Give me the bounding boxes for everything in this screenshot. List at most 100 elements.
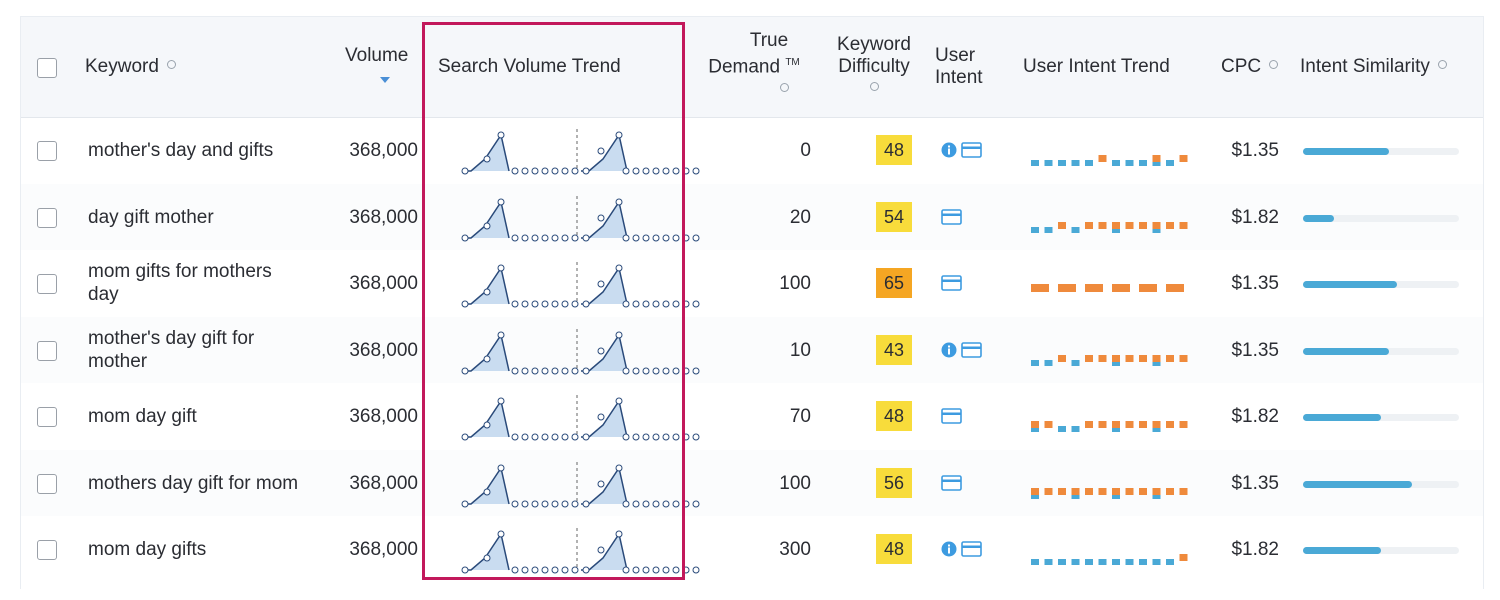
sparkline-point: [497, 397, 505, 405]
sparkline-point: [531, 367, 539, 374]
intent-trend-bar: [1031, 494, 1039, 499]
user-intent-trend-chart: [1031, 487, 1188, 499]
row-checkbox[interactable]: [37, 274, 57, 294]
user-intent-trend-chart: [1031, 221, 1188, 233]
header-user-intent: User Intent: [935, 45, 983, 88]
header-cpc[interactable]: CPC: [1221, 56, 1279, 78]
table-row[interactable]: day gift mother 368,000 20 54 $1.82: [21, 183, 1483, 250]
header-user-intent-trend: User Intent Trend: [1023, 56, 1170, 77]
sparkline-point: [692, 433, 700, 441]
intent-trend-bar: [1112, 559, 1120, 565]
intent-trend-bar: [1125, 354, 1134, 362]
sparkline-point: [571, 500, 579, 507]
sparkline-point: [497, 264, 505, 272]
sparkline-point: [622, 566, 630, 574]
intent-trend-bar: [1031, 487, 1039, 495]
table-row[interactable]: mom gifts for mothers day 368,000 100 65 $1.3…: [21, 250, 1483, 316]
row-checkbox[interactable]: [37, 540, 57, 560]
sparkline-point: [682, 566, 690, 574]
keyword-difficulty-badge: 48: [876, 534, 912, 564]
sparkline-point: [615, 397, 623, 405]
intent-trend-bar: [1179, 221, 1188, 229]
sparkline-point: [541, 167, 549, 175]
intent-trend-bar: [1098, 354, 1107, 362]
intent-trend-bar: [1152, 162, 1161, 166]
keyword-link[interactable]: day gift mother: [88, 206, 214, 228]
sparkline-point: [662, 500, 670, 507]
sparkline-point: [652, 300, 660, 308]
row-checkbox[interactable]: [37, 407, 57, 427]
intent-trend-bar: [1179, 487, 1188, 495]
sparkline-point: [531, 167, 539, 175]
sparkline-point: [692, 367, 700, 374]
sort-descending-icon[interactable]: [380, 77, 390, 83]
sparkline-point: [632, 367, 640, 374]
keyword-link[interactable]: mother's day and gifts: [88, 140, 274, 161]
intent-trend-bar: [1085, 160, 1093, 166]
volume-value: 368,000: [349, 140, 418, 161]
keyword-link[interactable]: mother's day gift for mother: [88, 327, 255, 372]
sparkline-point: [615, 131, 623, 139]
sparkline-point: [662, 566, 670, 574]
row-checkbox[interactable]: [37, 473, 57, 494]
sparkline-point: [551, 367, 559, 374]
row-checkbox[interactable]: [37, 141, 57, 161]
table-row[interactable]: mothers day gift for mom 368,000 100 56 $1.3…: [21, 449, 1483, 516]
user-intent-trend-chart: [1031, 421, 1188, 432]
sparkline-point: [662, 433, 670, 441]
header-keyword[interactable]: Keyword: [85, 56, 176, 78]
intent-trend-bar: [1031, 559, 1039, 565]
header-keyword-difficulty[interactable]: Keyword Difficulty: [833, 34, 915, 100]
cpc-value: $1.35: [1231, 140, 1279, 161]
sparkline-point: [531, 234, 539, 241]
intent-trend-bar: [1139, 559, 1147, 565]
sparkline-point: [497, 464, 505, 471]
keyword-link[interactable]: mom gifts for mothers day: [88, 261, 272, 305]
header-search-volume-trend: Search Volume Trend: [438, 56, 621, 77]
table-row[interactable]: mother's day gift for mother 368,000 10 43 $1…: [21, 316, 1483, 383]
sparkline-point: [652, 500, 660, 507]
sparkline-point: [521, 500, 529, 507]
sparkline-point: [541, 500, 549, 507]
sparkline-point: [642, 367, 650, 374]
sparkline-point: [541, 433, 549, 441]
keyword-link[interactable]: mom day gifts: [88, 539, 207, 560]
user-intent-trend-chart: [1031, 554, 1188, 565]
select-all-checkbox[interactable]: [37, 58, 57, 78]
intent-similarity-fill: [1303, 480, 1413, 488]
intent-similarity-bar: [1303, 414, 1459, 421]
search-volume-sparkline: [461, 328, 700, 374]
row-checkbox[interactable]: [37, 207, 57, 228]
sparkline-point: [521, 367, 529, 374]
sparkline-point: [692, 566, 700, 574]
sparkline-point: [642, 234, 650, 241]
sparkline-point: [551, 433, 559, 441]
keyword-difficulty-badge: 65: [876, 268, 912, 298]
search-volume-sparkline: [461, 528, 700, 574]
cpc-value: $1.35: [1231, 273, 1279, 294]
table-row[interactable]: mother's day and gifts 368,000 0 48 $1.35: [21, 117, 1483, 183]
intent-trend-bar: [1152, 354, 1161, 362]
keyword-link[interactable]: mothers day gift for mom: [88, 472, 299, 494]
sparkline-point: [571, 433, 579, 441]
row-checkbox[interactable]: [37, 340, 57, 361]
intent-trend-bar: [1031, 359, 1039, 366]
intent-trend-bar: [1058, 487, 1066, 495]
header-volume[interactable]: Volume: [345, 45, 409, 66]
sparkline-point: [531, 566, 539, 574]
sparkline-point: [497, 131, 505, 139]
header-true-demand[interactable]: True Demand TM: [704, 30, 804, 100]
cpc-value: $1.82: [1231, 406, 1279, 427]
intent-trend-bar: [1058, 284, 1076, 292]
sparkline-point: [615, 464, 623, 471]
sparkline-area: [463, 135, 509, 171]
intent-trend-bar: [1044, 359, 1053, 366]
sparkline-point: [632, 433, 640, 441]
keyword-link[interactable]: mom day gift: [88, 406, 197, 427]
intent-trend-bar: [1031, 428, 1039, 432]
true-demand-value: 100: [779, 273, 811, 294]
header-intent-similarity[interactable]: Intent Similarity: [1300, 56, 1447, 78]
table-row[interactable]: mom day gift 368,000 70 48 $1.82: [21, 383, 1483, 449]
sparkline-point: [652, 167, 660, 175]
table-row[interactable]: mom day gifts 368,000 300 48 $1.82: [21, 516, 1483, 582]
